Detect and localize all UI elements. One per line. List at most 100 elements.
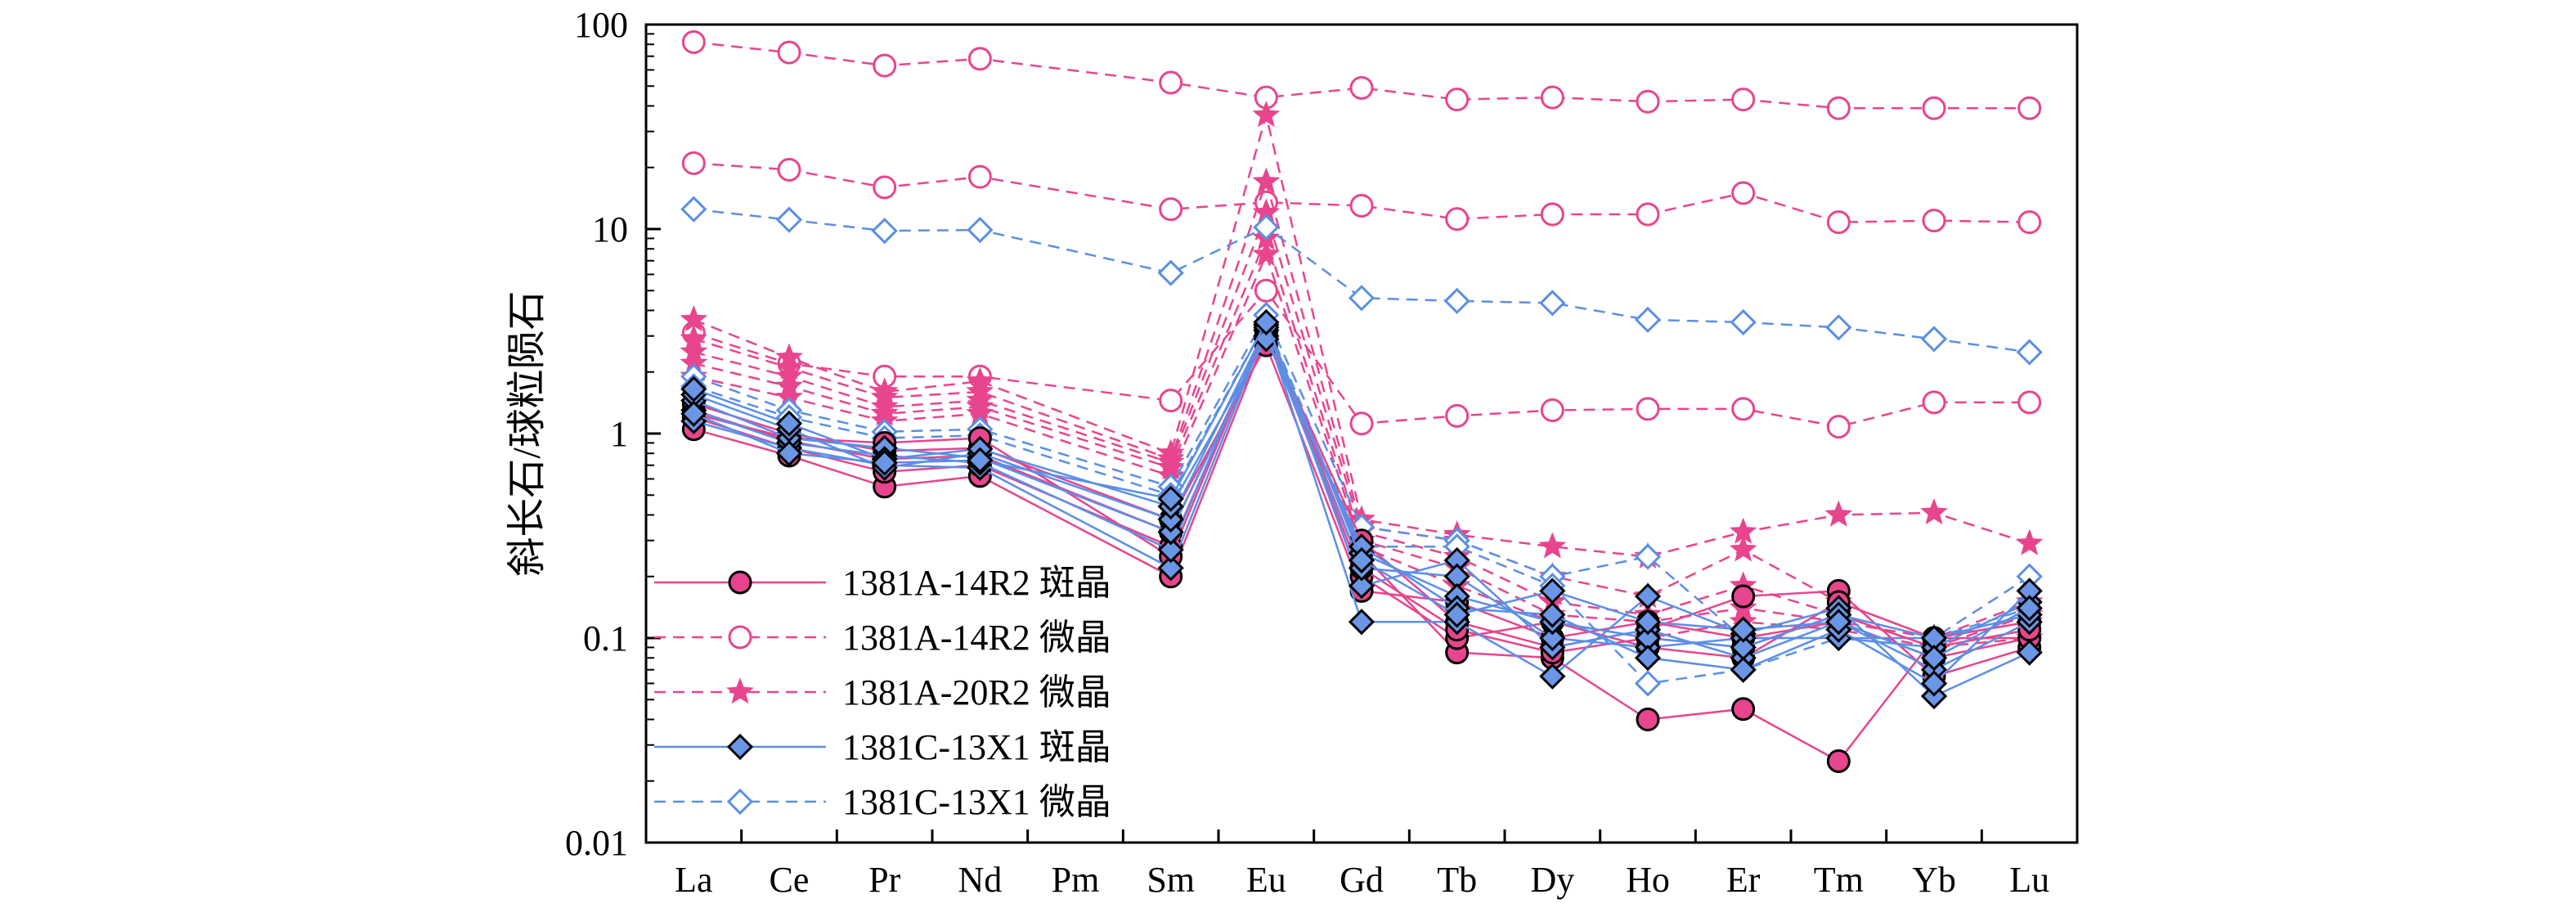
- data-point: [1159, 70, 1183, 95]
- series-line: [693, 320, 2031, 685]
- legend-entry: 1381A-20R2 微晶: [654, 672, 1111, 712]
- data-point: [1540, 202, 1564, 227]
- data-point: [1540, 398, 1564, 423]
- data-point: [1157, 537, 1184, 564]
- data-point: [1825, 609, 1852, 636]
- data-point: [1349, 411, 1374, 436]
- data-point: [680, 400, 707, 427]
- data-point: [1922, 96, 1946, 120]
- data-point: [1729, 535, 1757, 562]
- data-point: [1730, 308, 1757, 336]
- data-point: [2016, 639, 2043, 666]
- x-tick-label: Sm: [1147, 860, 1195, 900]
- data-point: [1636, 202, 1660, 227]
- data-point: [1731, 88, 1756, 112]
- data-point: [2017, 210, 2042, 235]
- data-point: [1636, 397, 1660, 421]
- y-tick-label: 0.01: [565, 823, 628, 863]
- x-tick-label: Dy: [1530, 860, 1574, 900]
- data-point: [1731, 397, 1756, 421]
- y-tick-label: 10: [592, 209, 628, 249]
- series-19: [680, 196, 2043, 366]
- legend-marker: [726, 677, 754, 704]
- data-point: [1348, 285, 1376, 312]
- data-point: [1826, 96, 1851, 120]
- data-point: [967, 447, 994, 474]
- data-point: [1538, 532, 1567, 559]
- data-point: [1540, 85, 1564, 110]
- legend-marker: [726, 733, 754, 761]
- data-point: [871, 449, 898, 476]
- legend-marker: [728, 570, 752, 595]
- data-point: [1539, 624, 1566, 652]
- data-point: [775, 440, 803, 467]
- data-point: [1634, 670, 1662, 697]
- data-point: [1159, 197, 1183, 222]
- x-tick-label: Pm: [1052, 860, 1100, 900]
- data-point: [1159, 389, 1183, 413]
- data-point: [1826, 210, 1851, 235]
- data-point: [2017, 96, 2042, 120]
- data-point: [1539, 290, 1566, 317]
- legend-marker: [726, 788, 754, 816]
- data-point: [1826, 749, 1851, 774]
- data-point: [1539, 601, 1566, 628]
- data-point: [1634, 543, 1662, 570]
- legend: 1381A-14R2 斑晶 1381A-14R2 微晶 1381A-20R2 微晶 1…: [654, 563, 1111, 822]
- data-point: [967, 164, 992, 189]
- legend-label: 1381C-13X1 斑晶: [842, 727, 1111, 767]
- series-line: [693, 330, 2030, 659]
- series-6: [681, 151, 2042, 235]
- x-tick-label: Tm: [1814, 860, 1864, 900]
- legend-entry: 1381C-13X1 斑晶: [654, 727, 1111, 767]
- x-tick-label: Pr: [868, 860, 900, 900]
- series-line: [693, 336, 2031, 685]
- data-point: [1539, 663, 1566, 690]
- data-point: [1348, 546, 1376, 574]
- data-point: [967, 47, 992, 71]
- data-point: [1634, 582, 1662, 610]
- data-point: [2016, 595, 2043, 622]
- series-line: [693, 178, 2031, 640]
- data-point: [1922, 209, 1946, 233]
- legend-label: 1381A-14R2 斑晶: [842, 563, 1111, 603]
- x-tick-label: Lu: [2009, 860, 2049, 900]
- y-tick-label: 0.1: [583, 618, 628, 659]
- series-line: [693, 162, 2030, 223]
- data-point: [777, 157, 801, 182]
- x-tick-label: Yb: [1912, 860, 1956, 900]
- data-point: [777, 40, 801, 65]
- data-point: [681, 151, 706, 175]
- data-point: [1636, 89, 1660, 114]
- data-point: [1443, 287, 1470, 315]
- data-point: [1252, 167, 1281, 194]
- series-line: [693, 320, 2031, 659]
- data-point: [1157, 485, 1184, 512]
- data-point: [1253, 308, 1280, 336]
- data-point: [1157, 555, 1184, 582]
- data-point: [1922, 390, 1946, 415]
- x-tick-label: Ho: [1626, 860, 1670, 900]
- data-point: [1254, 278, 1278, 303]
- data-point: [1634, 645, 1662, 672]
- data-point: [2015, 528, 2044, 555]
- series-line: [693, 312, 2031, 640]
- series-5: [681, 30, 2042, 120]
- data-point: [1443, 601, 1470, 628]
- data-point: [1731, 584, 1756, 609]
- y-tick-label: 100: [574, 5, 628, 45]
- series-line: [693, 209, 2031, 649]
- series-line: [693, 327, 2031, 678]
- data-point: [1636, 707, 1660, 731]
- series-line: [693, 110, 2031, 558]
- x-tick-label: Eu: [1246, 860, 1286, 900]
- series-line: [693, 235, 2030, 640]
- data-point: [2017, 390, 2042, 415]
- series-line: [693, 251, 2030, 649]
- data-point: [1348, 573, 1376, 600]
- data-point: [1157, 259, 1184, 286]
- x-tick-label: Tb: [1437, 860, 1477, 900]
- legend-label: 1381A-14R2 微晶: [842, 618, 1111, 658]
- legend-entry: 1381C-13X1 微晶: [654, 782, 1111, 822]
